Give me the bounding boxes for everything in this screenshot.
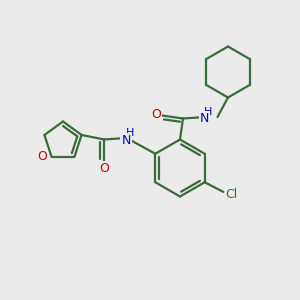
Text: O: O [38, 150, 47, 163]
Text: N: N [121, 134, 130, 147]
Text: O: O [99, 162, 109, 175]
Text: O: O [151, 107, 161, 121]
Text: Cl: Cl [226, 188, 238, 201]
Text: H: H [126, 128, 135, 139]
Text: H: H [204, 107, 212, 117]
Text: N: N [200, 112, 209, 125]
